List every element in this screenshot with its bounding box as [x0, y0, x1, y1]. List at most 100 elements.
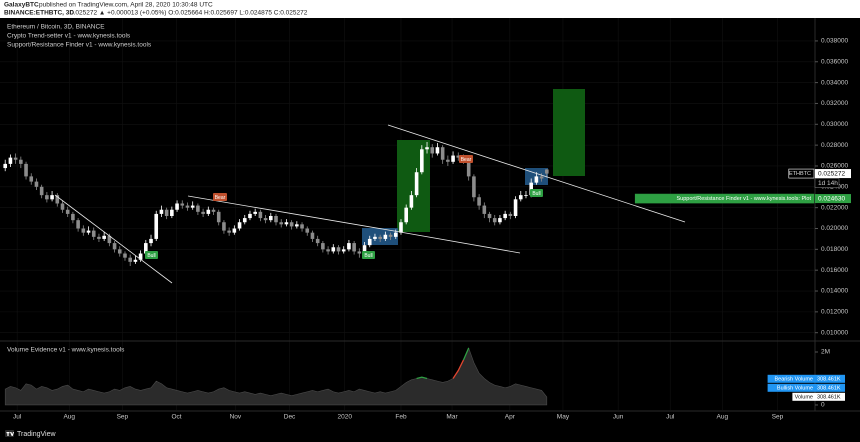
indicator-label: Crypto Trend-setter v1 - www.kynesis.too…	[7, 33, 131, 40]
x-tick-label: Mar	[446, 414, 458, 421]
signal-box	[459, 155, 473, 163]
volume-legend-name: Volume	[795, 394, 813, 400]
y-tick-label: 0.028000	[821, 142, 848, 149]
candle-body	[76, 220, 80, 229]
x-tick-label: Aug	[717, 414, 729, 421]
signal-box	[145, 251, 158, 259]
y-tick-label: 0.010000	[821, 329, 848, 336]
published: published on TradingView.com, April 28, …	[39, 2, 213, 9]
candle-body	[336, 247, 341, 252]
candle-body	[451, 155, 455, 162]
candle-body	[45, 195, 49, 200]
signals: Bull Bear Bull Bear Bull	[145, 155, 543, 259]
volume-tick-label: 0	[821, 402, 825, 409]
candle-body	[289, 222, 294, 227]
header-bar	[0, 0, 860, 18]
x-tick-label: 2020	[338, 414, 353, 421]
candle-body	[159, 209, 164, 214]
brand: TradingView	[17, 431, 56, 438]
candle-body	[341, 249, 346, 252]
candle-body	[144, 243, 148, 254]
candle-body	[529, 182, 533, 196]
trend-line	[387, 124, 686, 223]
candle-body	[211, 209, 216, 212]
volume-legend-tag	[815, 374, 845, 383]
candle-body	[378, 236, 382, 239]
candle-body	[362, 245, 367, 254]
candle-body	[65, 209, 70, 214]
x-tick-label: Jul	[13, 414, 22, 421]
signal-box	[362, 251, 375, 259]
candle-body	[315, 238, 320, 244]
candle-body	[498, 218, 502, 223]
trend-line	[187, 195, 401, 233]
candle-body	[414, 172, 419, 196]
candle-body	[383, 234, 388, 239]
candle-body	[331, 247, 336, 252]
volume-legend-name-box	[792, 392, 815, 401]
symbol: BINANCE:ETHBTC, 3D	[4, 10, 74, 17]
candle-body	[357, 251, 362, 254]
price-tag-label: 0.024630	[818, 195, 845, 202]
x-tick-label: Feb	[395, 414, 407, 421]
y-tick-label: 0.018000	[821, 246, 848, 253]
y-tick-label: 0.034000	[821, 79, 848, 86]
candle-body	[133, 259, 138, 262]
candle-body	[284, 222, 289, 225]
candle-body	[216, 211, 221, 223]
signal-label: Bull	[532, 191, 540, 197]
y-tick-label: 0.012000	[821, 309, 848, 316]
candle-body	[24, 163, 28, 177]
candle-body	[503, 213, 507, 219]
candle-body	[180, 203, 185, 206]
x-tick-label: May	[557, 414, 570, 421]
candle-body	[185, 205, 190, 208]
x-tick-label: Sep	[772, 414, 784, 421]
candle-body	[39, 186, 44, 196]
candle-body	[409, 195, 414, 208]
x-tick-label: Sep	[117, 414, 129, 421]
candle-body	[8, 157, 13, 164]
candle-body	[472, 176, 476, 198]
candle-body	[86, 230, 91, 233]
candle-body	[242, 218, 247, 223]
candle-body	[300, 224, 304, 229]
candle-body	[29, 176, 34, 182]
signal-label: Bull	[147, 253, 155, 259]
candle-body	[170, 209, 174, 216]
candle-body	[482, 205, 487, 214]
candle-body	[154, 213, 159, 239]
trend-lines	[54, 124, 686, 284]
volume-legend-name: Bullish Volume	[777, 385, 813, 391]
target-box	[397, 140, 430, 232]
candle-body	[399, 222, 403, 233]
y-tick-label: 0.022000	[821, 204, 848, 211]
candle-body	[91, 230, 96, 237]
candle-body	[112, 243, 117, 250]
drawings	[362, 89, 585, 245]
candle-body	[446, 159, 450, 162]
candle-body	[466, 159, 471, 177]
candle-body	[222, 222, 226, 231]
indicator-label: Support/Resistance Finder v1 - www.kynes…	[7, 42, 152, 49]
axes: 0.010000 0.012000 0.014000 0.016000 0.018000…	[13, 38, 851, 421]
candle-body	[373, 236, 377, 239]
candle-body	[71, 213, 75, 221]
candle-body	[321, 243, 325, 250]
footer: TradingView	[5, 430, 56, 438]
candle-body	[425, 147, 429, 150]
candle-body	[279, 222, 284, 225]
candle-body	[487, 213, 492, 219]
candle-body	[477, 197, 481, 206]
candle-body	[201, 211, 205, 214]
x-tick-label: Aug	[63, 414, 75, 421]
x-tick-label: Jun	[613, 414, 624, 421]
candle-body	[34, 181, 39, 187]
countdown-box	[814, 178, 840, 188]
signal-label: Bear	[215, 195, 226, 201]
candle-body	[117, 249, 122, 254]
volume-legend-value: 308.461K	[817, 385, 841, 391]
candle-body	[237, 222, 242, 229]
y-tick-label: 0.038000	[821, 38, 848, 45]
